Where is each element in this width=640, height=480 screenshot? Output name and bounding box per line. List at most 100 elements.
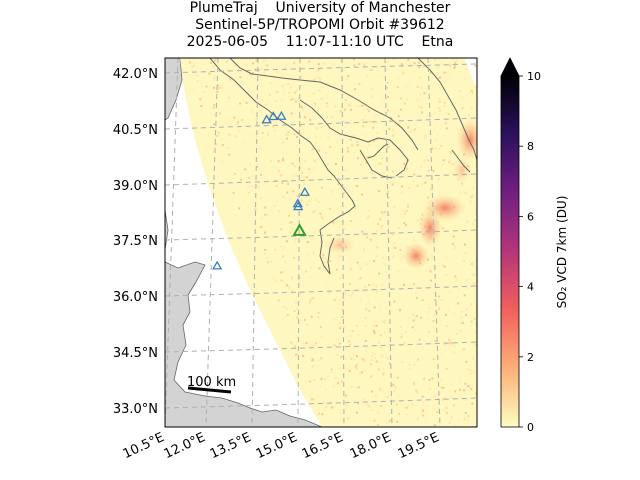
- so2-pixel: [386, 395, 389, 398]
- coast-puglia-south: [359, 149, 393, 179]
- so2-pixel: [375, 246, 378, 249]
- so2-pixel: [282, 255, 285, 258]
- so2-pixel: [286, 191, 289, 194]
- so2-pixel: [459, 381, 462, 384]
- so2-pixel: [252, 62, 255, 65]
- so2-pixel: [351, 94, 354, 97]
- so2-pixel: [459, 228, 462, 231]
- so2-pixel: [330, 116, 333, 119]
- so2-pixel: [380, 355, 383, 358]
- so2-pixel: [363, 263, 366, 266]
- so2-pixel: [413, 283, 416, 286]
- so2-pixel: [428, 388, 431, 391]
- so2-pixel: [290, 98, 293, 101]
- so2-pixel: [310, 315, 313, 318]
- so2-pixel: [451, 163, 454, 166]
- so2-pixel: [414, 165, 417, 168]
- so2-pixel: [381, 212, 384, 215]
- so2-pixel: [470, 369, 473, 372]
- so2-pixel: [305, 195, 308, 198]
- so2-pixel: [375, 324, 378, 327]
- so2-pixel: [280, 228, 283, 231]
- so2-pixel: [318, 359, 321, 362]
- so2-pixel: [416, 85, 419, 88]
- so2-pixel: [437, 411, 440, 414]
- so2-pixel: [466, 385, 469, 388]
- so2-pixel: [298, 116, 301, 119]
- so2-pixel: [264, 103, 267, 106]
- so2-pixel: [377, 411, 380, 414]
- so2-pixel: [249, 163, 252, 166]
- so2-pixel: [236, 122, 239, 125]
- so2-pixel: [372, 325, 375, 328]
- colorbar-label: SO₂ VCD 7km (DU): [555, 196, 569, 309]
- so2-pixel: [357, 278, 360, 281]
- so2-pixel: [464, 382, 467, 385]
- so2-pixel: [320, 240, 323, 243]
- so2-pixel: [416, 418, 419, 421]
- so2-pixel: [341, 316, 344, 319]
- colorbar-tick-label: 8: [527, 140, 534, 153]
- so2-pixel: [343, 108, 346, 111]
- so2-pixel: [418, 106, 421, 109]
- so2-pixel: [293, 309, 296, 312]
- so2-pixel: [451, 106, 454, 109]
- so2-pixel: [282, 270, 285, 273]
- so2-pixel: [473, 371, 476, 374]
- so2-pixel: [459, 388, 462, 391]
- so2-pixel: [417, 358, 420, 361]
- so2-pixel: [323, 408, 326, 411]
- so2-pixel: [365, 161, 368, 164]
- so2-pixel: [260, 173, 263, 176]
- so2-pixel: [318, 267, 321, 270]
- so2-pixel: [473, 219, 476, 222]
- so2-pixel: [392, 134, 395, 137]
- so2-pixel: [445, 273, 448, 276]
- so2-pixel: [356, 62, 359, 65]
- so2-pixel: [256, 165, 259, 168]
- gridline-lon-18: [384, 58, 393, 427]
- so2-pixel: [439, 108, 442, 111]
- so2-pixel: [311, 344, 314, 347]
- so2-pixel: [414, 292, 417, 295]
- so2-pixel: [471, 402, 474, 405]
- so2-pixel: [381, 320, 384, 323]
- so2-pixel: [324, 261, 327, 264]
- so2-pixel: [345, 404, 348, 407]
- so2-pixel: [448, 290, 451, 293]
- so2-pixel: [287, 82, 290, 85]
- so2-pixel: [403, 102, 406, 105]
- so2-pixel: [418, 61, 421, 64]
- so2-pixel: [406, 98, 409, 101]
- so2-pixel: [472, 282, 475, 285]
- so2-pixel: [286, 240, 289, 243]
- so2-pixel: [234, 135, 237, 138]
- so2-pixel: [350, 219, 353, 222]
- colorbar-extend-arrow: [500, 57, 520, 77]
- so2-pixel: [404, 211, 407, 214]
- so2-pixel: [378, 308, 381, 311]
- so2-pixel: [387, 146, 390, 149]
- so2-pixel: [454, 424, 457, 427]
- so2-pixel: [347, 150, 350, 153]
- latitude-tick-label: 36.0°N: [113, 290, 158, 305]
- so2-pixel: [418, 66, 421, 69]
- latitude-tick-label: 33.0°N: [113, 402, 158, 417]
- so2-pixel: [339, 277, 342, 280]
- so2-pixel: [299, 292, 302, 295]
- so2-pixel: [312, 251, 315, 254]
- so2-pixel: [341, 302, 344, 305]
- so2-pixel: [263, 71, 266, 74]
- so2-pixel: [379, 218, 382, 221]
- so2-pixel: [285, 63, 288, 66]
- so2-pixel: [424, 419, 427, 422]
- so2-pixel: [382, 368, 385, 371]
- so2-pixel: [369, 363, 372, 366]
- so2-pixel: [440, 319, 443, 322]
- so2-pixel: [359, 299, 362, 302]
- so2-pixel: [373, 331, 376, 334]
- so2-pixel: [401, 185, 404, 188]
- volcano-marker: [261, 114, 272, 124]
- so2-pixel: [232, 191, 235, 194]
